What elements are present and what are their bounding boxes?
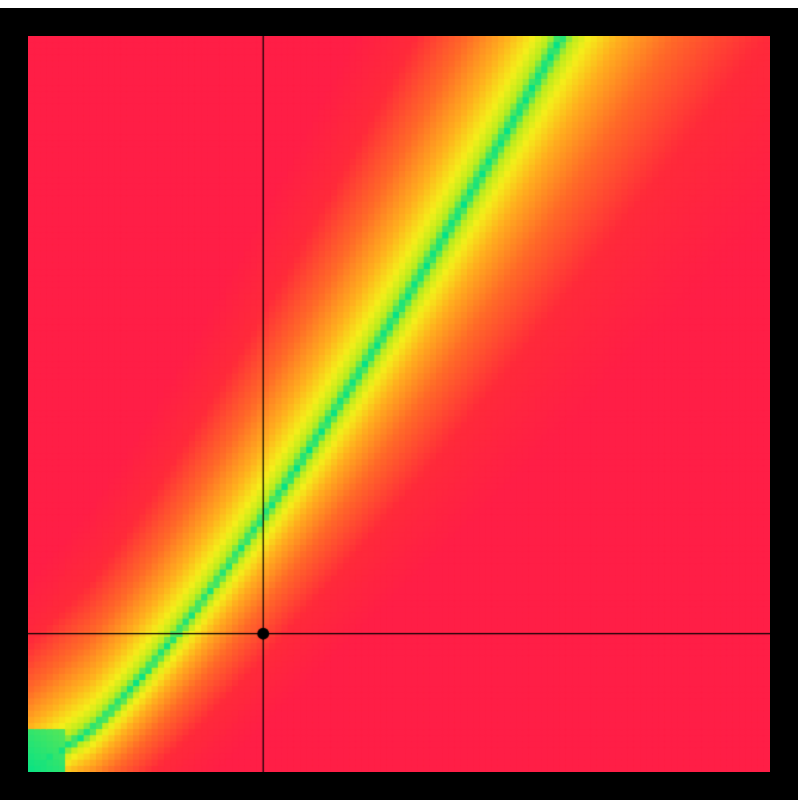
chart-container: TheBottleneck.com	[0, 0, 800, 800]
crosshair-overlay	[28, 36, 770, 772]
frame-bottom	[0, 772, 798, 800]
frame-right	[770, 8, 798, 800]
frame-left	[0, 8, 28, 800]
watermark-text: TheBottleneck.com	[594, 4, 782, 30]
